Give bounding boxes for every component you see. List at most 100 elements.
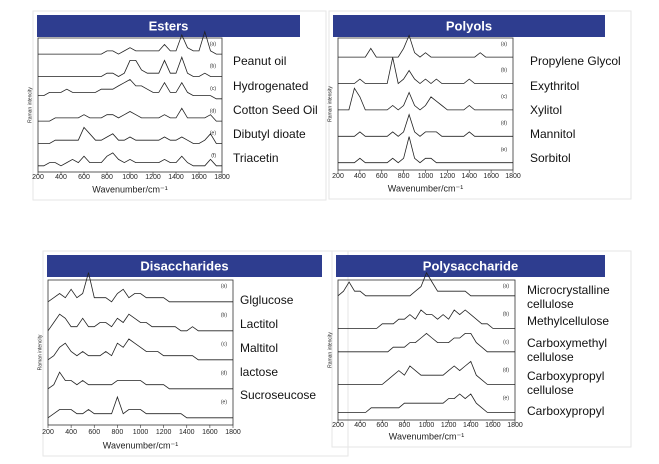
panel-title: Esters — [149, 18, 189, 33]
trace-tag: (b) — [503, 311, 509, 317]
x-axis-title: Wavenumber/cm⁻¹ — [388, 183, 463, 193]
x-tick-label: 1000 — [418, 173, 434, 180]
spectrum-line — [47, 395, 233, 419]
plot-frame — [37, 37, 223, 173]
x-axis-title: Wavenumber/cm⁻¹ — [92, 184, 167, 194]
spectrum-line — [38, 152, 222, 167]
trace-tag: (d) — [210, 108, 216, 114]
series-label: Maltitol — [240, 341, 279, 355]
y-axis-title: Raman intensity — [327, 86, 333, 122]
x-tick-label: 1200 — [441, 422, 457, 429]
panel-frame — [42, 250, 349, 457]
spectrum-line — [338, 332, 515, 353]
x-tick-label: 1000 — [419, 422, 435, 429]
x-tick-label: 1200 — [145, 174, 161, 181]
series-label: Dibutyl dioate — [233, 127, 306, 141]
x-tick-label: 600 — [88, 429, 100, 436]
trace-tag: (a) — [503, 283, 509, 289]
series-label: Microcrystalline cellulose — [527, 283, 610, 311]
spectrum-line — [38, 30, 222, 55]
series-label: Triacetin — [233, 151, 279, 165]
panel-title: Disaccharides — [140, 258, 228, 273]
x-tick-label: 1000 — [122, 174, 138, 181]
x-tick-label: 1600 — [191, 174, 207, 181]
spectrum-line — [47, 371, 233, 390]
trace-tag: (e) — [210, 131, 216, 137]
spectrum-line — [338, 393, 515, 413]
series-label: Glglucose — [240, 293, 294, 307]
spectrum-line — [338, 57, 513, 85]
x-tick-label: 1800 — [225, 429, 241, 436]
title-bar — [333, 15, 605, 37]
x-tick-label: 1200 — [440, 173, 456, 180]
series-label: Exythritol — [530, 79, 580, 93]
plot-frame — [337, 37, 514, 171]
y-axis-title: Raman intencity — [27, 87, 33, 123]
spectrum-line — [338, 87, 513, 111]
series-label: Lactitol — [240, 317, 279, 331]
x-tick-label: 1200 — [156, 429, 172, 436]
spectrum-line — [47, 313, 233, 332]
series-label: Peanut oil — [233, 54, 287, 68]
x-axis-title: Wavenumber/cm⁻¹ — [103, 440, 178, 450]
x-tick-label: 800 — [398, 173, 410, 180]
panel-title: Polysaccharide — [423, 258, 518, 273]
trace-tag: (e) — [501, 147, 507, 153]
x-tick-label: 200 — [332, 173, 344, 180]
y-axis-title: Raman intencity — [37, 334, 43, 370]
spectrum-line — [338, 309, 515, 329]
spectrum-line — [338, 34, 513, 58]
series-label: Xylitol — [530, 103, 563, 117]
series-label: Carboxypropyl — [527, 404, 605, 418]
x-tick-label: 400 — [354, 173, 366, 180]
trace-tag: (e) — [503, 395, 509, 401]
trace-tag: (d) — [501, 121, 507, 127]
trace-tag: (e) — [221, 399, 227, 405]
title-bar — [47, 255, 322, 277]
x-tick-label: 800 — [112, 429, 124, 436]
series-label: Sucroseucose — [240, 388, 317, 402]
x-tick-label: 1000 — [133, 429, 149, 436]
trace-tag: (b) — [210, 64, 216, 70]
trace-tag: (d) — [221, 370, 227, 376]
trace-tag: (a) — [501, 41, 507, 47]
trace-tag: (c) — [501, 94, 507, 100]
spectrum-line — [338, 113, 513, 137]
trace-tag: (c) — [503, 339, 509, 345]
trace-tag: (c) — [210, 86, 216, 92]
x-tick-label: 600 — [376, 173, 388, 180]
x-tick-label: 200 — [42, 429, 54, 436]
x-tick-label: 1600 — [202, 429, 218, 436]
x-tick-label: 600 — [376, 422, 388, 429]
trace-tag: (a) — [210, 41, 216, 47]
trace-tag: (b) — [221, 312, 227, 318]
panel-title: Polyols — [446, 18, 492, 33]
trace-tag: (d) — [503, 367, 509, 373]
series-label: Carboxymethyl cellulose — [527, 336, 608, 364]
panel-frame — [331, 250, 632, 448]
x-tick-label: 1600 — [483, 173, 499, 180]
x-tick-label: 1400 — [463, 422, 479, 429]
spectrum-line — [47, 338, 233, 361]
series-label: Sorbitol — [530, 151, 571, 165]
series-label: lactose — [240, 365, 279, 379]
x-tick-label: 800 — [399, 422, 411, 429]
spectrum-line — [38, 107, 222, 122]
spectrum-line — [38, 126, 222, 144]
spectrum-line — [38, 78, 222, 100]
x-tick-label: 1400 — [461, 173, 477, 180]
series-label: Methylcellulose — [527, 314, 610, 328]
x-tick-label: 600 — [78, 174, 90, 181]
spectrum-line — [47, 272, 233, 303]
x-tick-label: 1600 — [485, 422, 501, 429]
x-tick-label: 1400 — [179, 429, 195, 436]
x-tick-label: 1800 — [507, 422, 523, 429]
series-label: Carboxypropyl cellulose — [527, 369, 605, 397]
y-axis-title: Raman intencity — [327, 332, 333, 368]
trace-tag: (f) — [211, 153, 216, 159]
x-tick-label: 800 — [101, 174, 113, 181]
series-label: Cotton Seed Oil — [233, 103, 318, 117]
trace-tag: (c) — [221, 341, 227, 347]
